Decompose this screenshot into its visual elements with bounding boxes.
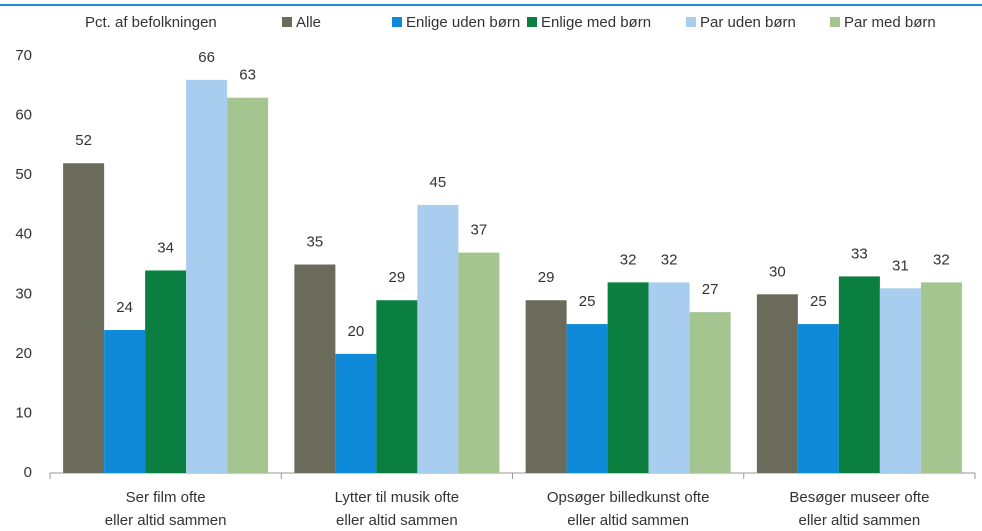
- legend-swatch: [392, 17, 402, 27]
- bar: [648, 282, 690, 473]
- legend-swatch: [830, 17, 840, 27]
- legend-swatch: [527, 17, 537, 27]
- legend-swatch: [282, 17, 292, 27]
- data-label: 29: [538, 269, 555, 286]
- bar: [104, 330, 146, 473]
- data-label: 32: [933, 251, 950, 268]
- data-label: 31: [892, 257, 909, 274]
- data-label: 24: [116, 299, 133, 316]
- y-tick-label: 40: [15, 226, 32, 243]
- bar: [458, 252, 500, 473]
- bar: [797, 324, 839, 473]
- legend-label: Enlige uden børn: [406, 14, 520, 31]
- y-tick-label: 60: [15, 107, 32, 124]
- bar: [335, 353, 377, 473]
- data-label: 32: [661, 251, 678, 268]
- bar: [525, 300, 567, 473]
- bar: [838, 276, 880, 473]
- data-label: 25: [579, 293, 596, 310]
- y-tick-label: 30: [15, 285, 32, 302]
- bar: [376, 300, 418, 473]
- y-tick-label: 0: [24, 464, 32, 481]
- bar: [417, 204, 459, 473]
- data-label: 25: [810, 293, 827, 310]
- legend-label: Alle: [296, 14, 321, 31]
- data-label: 34: [157, 239, 174, 256]
- bar: [689, 312, 731, 473]
- data-label: 30: [769, 263, 786, 280]
- data-label: 63: [239, 67, 256, 84]
- y-tick-label: 50: [15, 166, 32, 183]
- y-tick-label: 10: [15, 404, 32, 421]
- data-label: 45: [430, 174, 447, 191]
- x-tick-label: Opsøger billedkunst ofte eller altid sam…: [546, 489, 710, 529]
- bar: [879, 288, 921, 473]
- y-tick-label: 20: [15, 345, 32, 362]
- legend-label: Enlige med børn: [541, 14, 651, 31]
- legend-label: Par uden børn: [700, 14, 796, 31]
- data-label: 66: [198, 49, 215, 66]
- x-tick-label: Ser film ofte eller altid sammen: [104, 489, 227, 529]
- data-label: 29: [389, 269, 406, 286]
- bar: [920, 282, 962, 473]
- data-label: 27: [702, 281, 719, 298]
- legend-label: Par med børn: [844, 14, 936, 31]
- y-tick-label: 70: [15, 47, 32, 64]
- data-label: 37: [471, 222, 488, 239]
- bar: [63, 163, 105, 473]
- bar: [294, 264, 336, 473]
- bar: [227, 97, 269, 473]
- data-label: 52: [75, 132, 92, 149]
- data-label: 35: [307, 233, 324, 250]
- data-label: 20: [348, 323, 365, 340]
- bar: [145, 270, 187, 473]
- data-label: 33: [851, 245, 868, 262]
- data-label: 32: [620, 251, 637, 268]
- x-tick-label: Lytter til musik ofte eller altid sammen: [334, 489, 460, 529]
- bar: [566, 324, 608, 473]
- legend-swatch: [686, 17, 696, 27]
- bar: [186, 79, 228, 473]
- y-axis-label: Pct. af befolkningen: [85, 14, 217, 31]
- bar: [607, 282, 649, 473]
- x-tick-label: Besøger museer ofte eller altid sammen: [789, 489, 930, 529]
- bar: [756, 294, 798, 473]
